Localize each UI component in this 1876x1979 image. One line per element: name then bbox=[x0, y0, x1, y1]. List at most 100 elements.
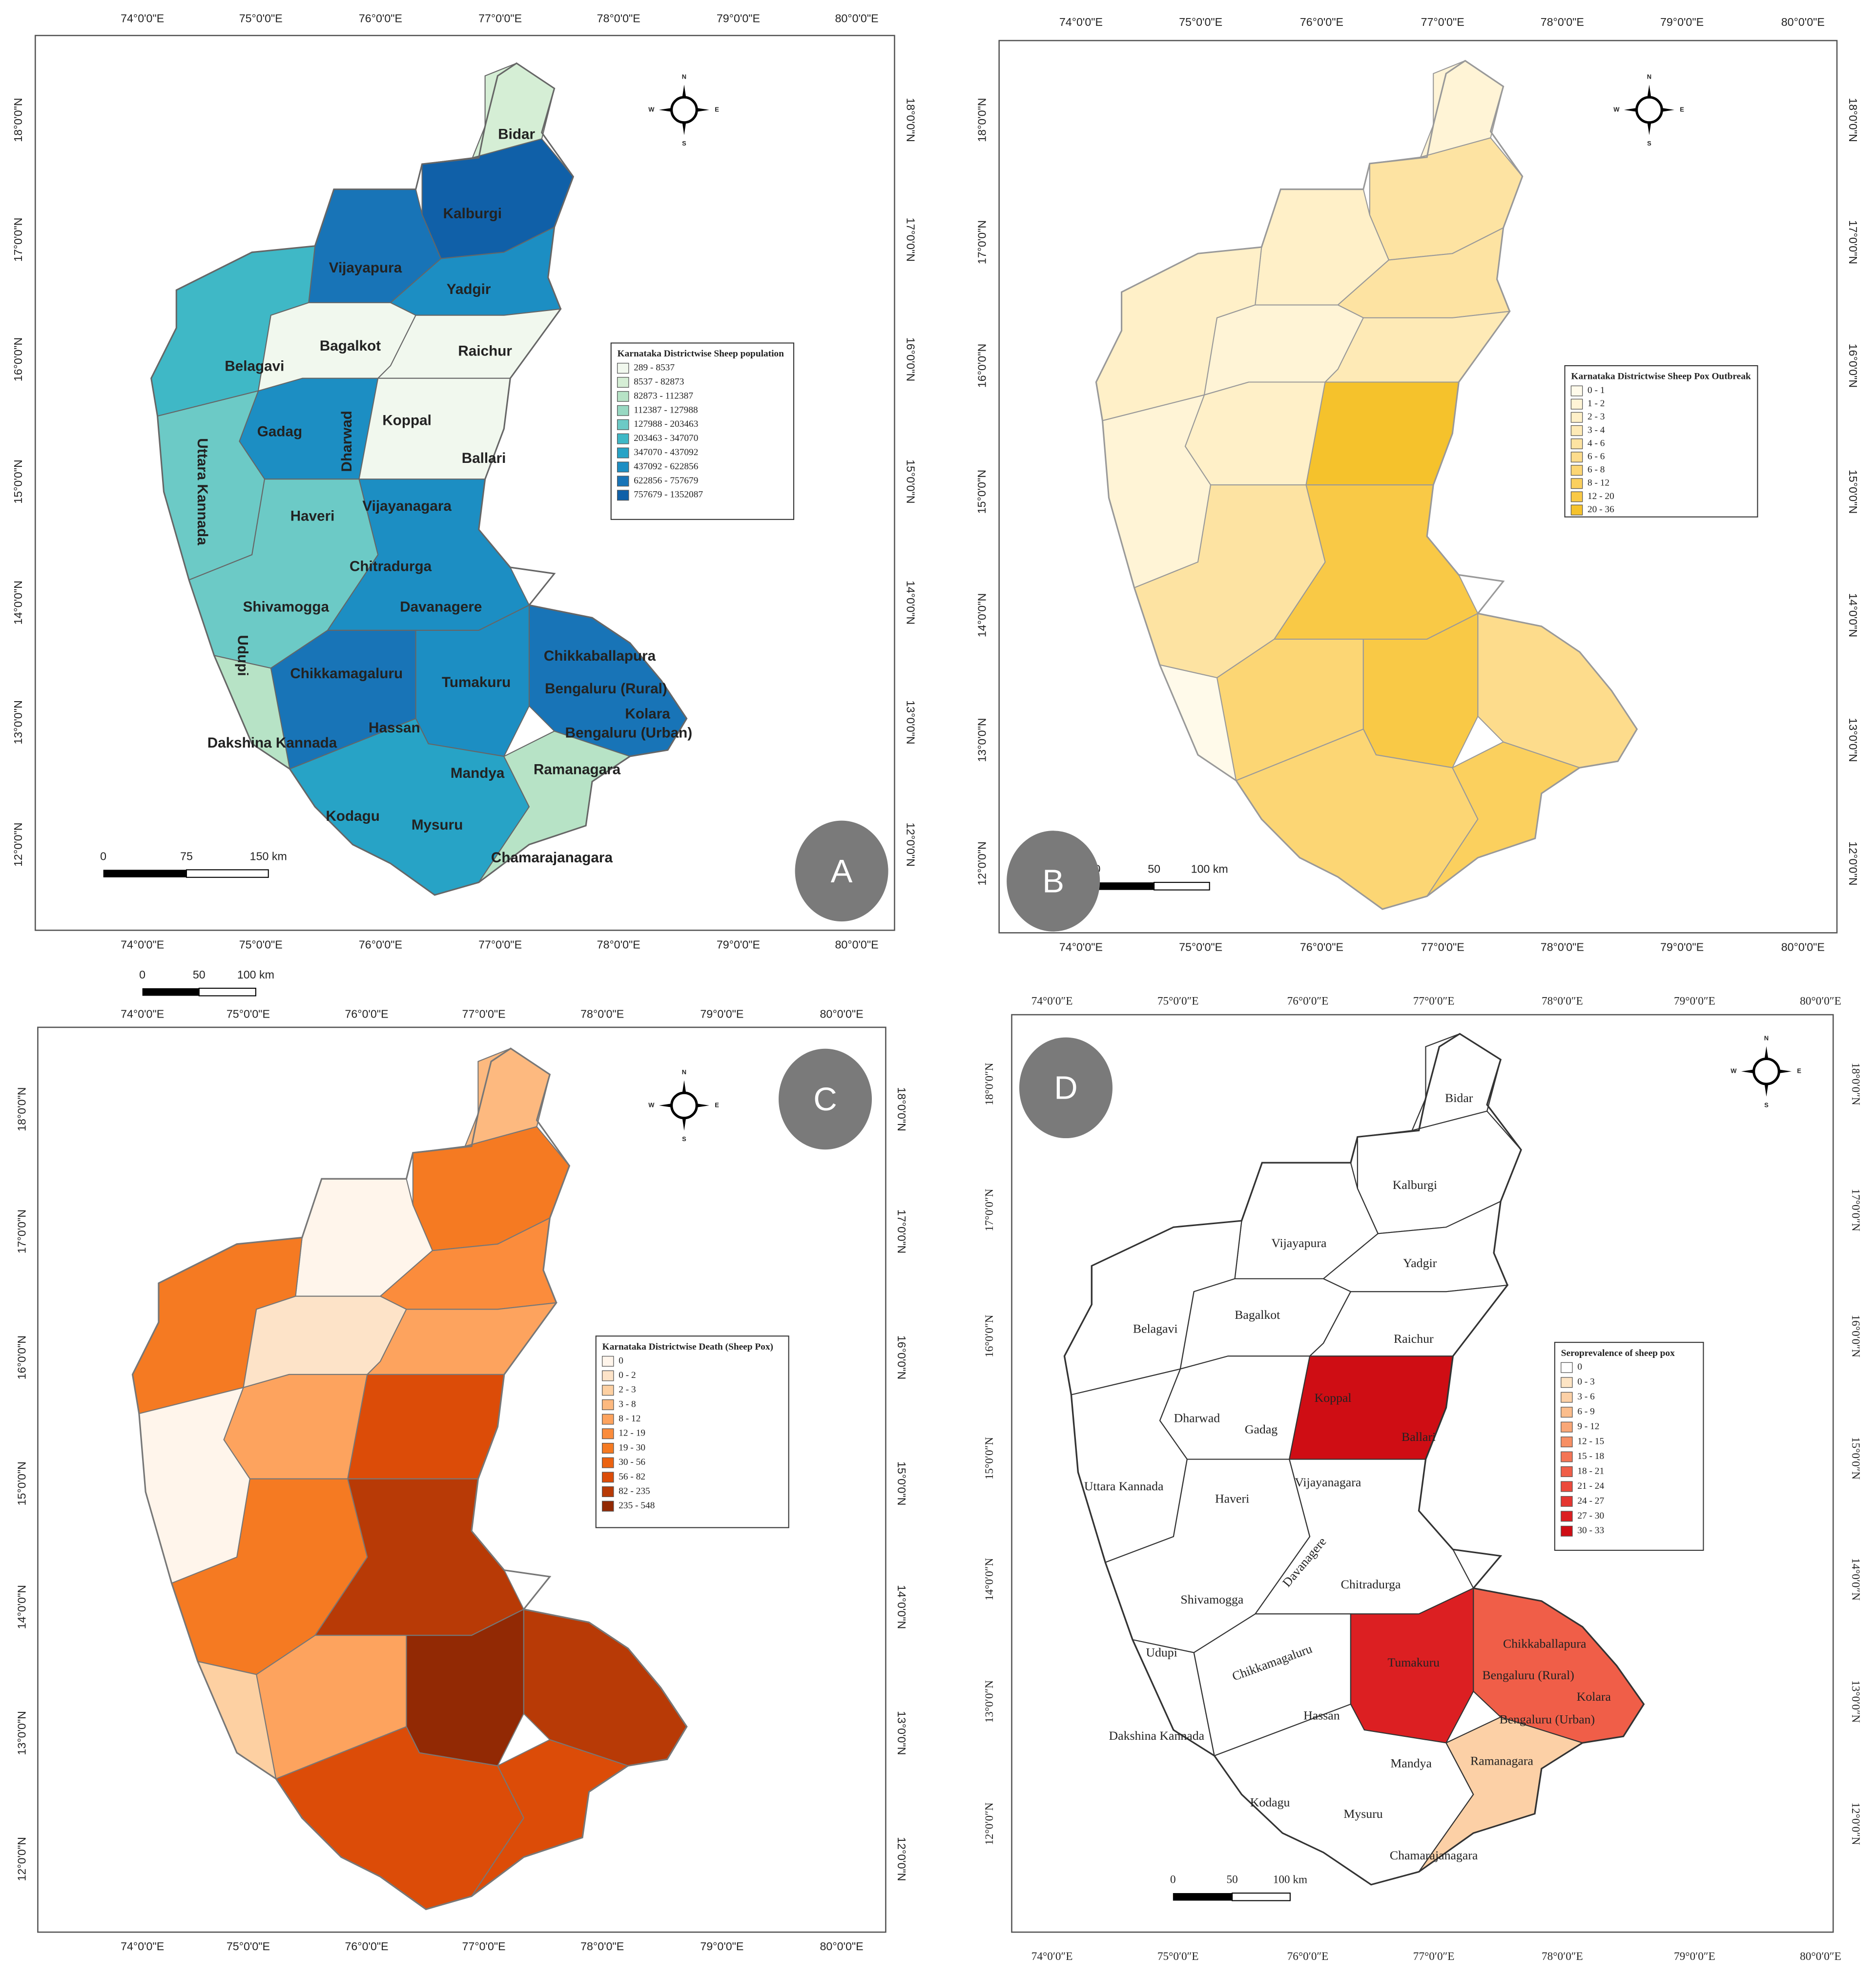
panel-badge bbox=[779, 1048, 872, 1150]
compass-letter: N bbox=[682, 1068, 686, 1076]
scale-label: 100 km bbox=[1191, 862, 1228, 875]
legend-swatch bbox=[1570, 504, 1583, 516]
legend-swatch bbox=[1570, 478, 1583, 489]
scale-bar-white bbox=[1154, 882, 1210, 891]
legend-swatch bbox=[602, 1428, 614, 1439]
legend-swatch bbox=[1570, 412, 1583, 423]
scale-label: 100 km bbox=[237, 968, 274, 981]
latitude-label: 17°0'0"N bbox=[904, 218, 917, 262]
legend-label: 757679 - 1352087 bbox=[634, 490, 703, 500]
district-label: Udupi bbox=[235, 635, 251, 676]
longitude-label: 78°0′0″E bbox=[1542, 1950, 1583, 1963]
longitude-label: 79°0'0"E bbox=[700, 1007, 743, 1020]
district-label: Kodagu bbox=[326, 808, 379, 824]
district-label: Mandya bbox=[451, 765, 505, 781]
longitude-label: 75°0′0″E bbox=[1157, 1950, 1199, 1963]
state-outline bbox=[1095, 60, 1638, 910]
district-label: Bagalkot bbox=[1235, 1308, 1280, 1322]
latitude-label: 15°0'0"N bbox=[1847, 470, 1859, 514]
legend-label: 19 - 30 bbox=[618, 1442, 645, 1453]
legend-swatch bbox=[1570, 452, 1583, 463]
legend-label: 347070 - 437092 bbox=[634, 447, 698, 458]
latitude-label: 17°0'0"N bbox=[895, 1209, 908, 1253]
longitude-label: 75°0'0"E bbox=[227, 1940, 270, 1953]
legend-label: 12 - 19 bbox=[618, 1428, 645, 1438]
legend-swatch bbox=[617, 476, 629, 487]
legend-swatch bbox=[617, 419, 629, 430]
compass-letter: S bbox=[682, 140, 686, 147]
compass-letter: N bbox=[682, 73, 686, 80]
legend-swatch bbox=[617, 363, 629, 374]
compass-letter: E bbox=[1797, 1067, 1801, 1075]
district-label: Uttara Kannada bbox=[194, 438, 210, 545]
district-label: Bidar bbox=[498, 126, 535, 142]
longitude-label: 80°0′0″E bbox=[1800, 995, 1841, 1008]
longitude-label: 77°0′0″E bbox=[1413, 995, 1455, 1008]
legend-label: 56 - 82 bbox=[618, 1472, 645, 1482]
district-area bbox=[347, 1374, 505, 1479]
legend-swatch bbox=[602, 1486, 614, 1497]
legend-label: 289 - 8537 bbox=[634, 363, 675, 373]
longitude-label: 79°0'0"E bbox=[717, 12, 760, 24]
latitude-label: 12°0'0"N bbox=[975, 841, 988, 885]
legend-swatch bbox=[602, 1442, 614, 1454]
legend-swatch bbox=[1561, 1407, 1573, 1418]
latitude-label: 15°0'0"N bbox=[975, 470, 988, 514]
compass-letter: N bbox=[1647, 73, 1651, 80]
legend-swatch bbox=[1570, 398, 1583, 410]
legend-swatch bbox=[1570, 425, 1583, 436]
latitude-label: 16°0'0"N bbox=[1847, 344, 1859, 388]
longitude-label: 77°0'0"E bbox=[478, 12, 522, 24]
map-panel: 74°0'0"E 74°0'0"E 75°0'0"E 75°0'0"E 76°0'0"E… bbox=[12, 12, 917, 951]
legend-swatch bbox=[1570, 465, 1583, 476]
state-outline bbox=[131, 1047, 688, 1910]
compass-letter: N bbox=[1764, 1035, 1769, 1042]
district-label: Bengaluru (Urban) bbox=[1500, 1712, 1595, 1726]
latitude-label: 12°0′0″N bbox=[1849, 1802, 1862, 1845]
legend-swatch bbox=[1570, 491, 1583, 502]
latitude-label: 15°0′0″N bbox=[983, 1437, 996, 1479]
legend-box bbox=[1564, 365, 1758, 518]
legend-title: Karnataka Districtwise Death (Sheep Pox) bbox=[602, 1342, 773, 1352]
legend-label: 30 - 56 bbox=[618, 1457, 645, 1467]
latitude-label: 13°0′0″N bbox=[983, 1680, 996, 1723]
legend-swatch bbox=[602, 1385, 614, 1396]
latitude-label: 18°0'0"N bbox=[904, 98, 917, 142]
legend-label: 8 - 12 bbox=[618, 1414, 640, 1424]
longitude-label: 77°0′0″E bbox=[1413, 1950, 1455, 1963]
district-label: Kalburgi bbox=[443, 206, 502, 222]
legend-swatch bbox=[617, 461, 629, 473]
state-outline bbox=[150, 62, 688, 896]
district-label: Chikkaballapura bbox=[544, 648, 656, 664]
scale-label: 0 bbox=[139, 968, 145, 981]
latitude-label: 15°0′0″N bbox=[1849, 1437, 1862, 1479]
legend-label: 15 - 18 bbox=[1577, 1451, 1604, 1461]
longitude-label: 78°0′0″E bbox=[1542, 995, 1583, 1008]
latitude-label: 12°0′0″N bbox=[983, 1802, 996, 1845]
longitude-label: 79°0′0″E bbox=[1674, 995, 1715, 1008]
legend-label: 3 - 4 bbox=[1587, 425, 1605, 435]
legend-label: 437092 - 622856 bbox=[634, 461, 699, 472]
latitude-label: 14°0′0″N bbox=[1849, 1558, 1862, 1601]
legend-label: 30 - 33 bbox=[1577, 1525, 1604, 1536]
compass-ring bbox=[1635, 96, 1663, 124]
district-label: Ramanagara bbox=[1470, 1754, 1533, 1768]
latitude-label: 12°0'0"N bbox=[904, 822, 917, 866]
district-area bbox=[1305, 381, 1460, 486]
scale-bar-white bbox=[186, 869, 269, 878]
latitude-label: 15°0'0"N bbox=[12, 459, 24, 503]
district-label: Vijayapura bbox=[329, 260, 402, 276]
legend-label: 1 - 2 bbox=[1587, 398, 1605, 409]
longitude-label: 76°0'0"E bbox=[1300, 940, 1343, 953]
legend-swatch bbox=[1561, 1392, 1573, 1403]
latitude-label: 17°0'0"N bbox=[975, 220, 988, 264]
legend-swatch bbox=[1561, 1481, 1573, 1492]
latitude-label: 13°0′0″N bbox=[1849, 1680, 1862, 1723]
district-label: Bengaluru (Urban) bbox=[565, 725, 692, 741]
latitude-label: 14°0'0"N bbox=[1847, 593, 1859, 637]
longitude-label: 78°0'0"E bbox=[580, 1007, 624, 1020]
longitude-label: 74°0′0″E bbox=[1031, 1950, 1073, 1963]
legend-label: 12 - 20 bbox=[1587, 491, 1614, 501]
longitude-label: 80°0'0"E bbox=[820, 1940, 864, 1953]
district-label: Dharwad bbox=[1174, 1411, 1220, 1425]
